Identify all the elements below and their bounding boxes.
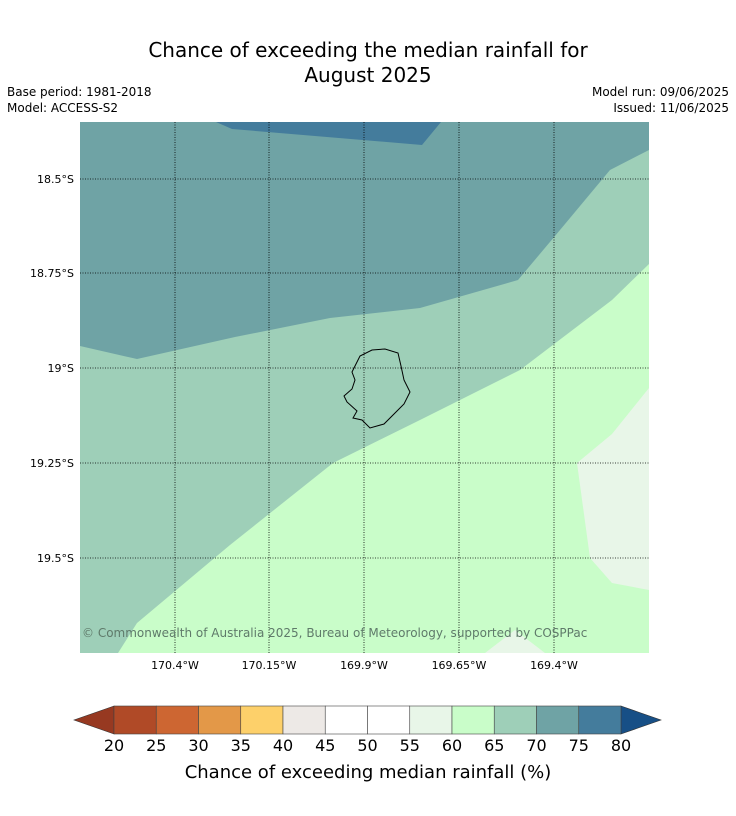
lat-label: 19.25°S xyxy=(30,457,74,470)
copyright-notice: © Commonwealth of Australia 2025, Bureau… xyxy=(82,626,587,640)
colorbar-segment xyxy=(240,705,284,735)
contour-55-60-east xyxy=(577,388,649,590)
colorbar-segment xyxy=(367,705,411,735)
colorbar-label: Chance of exceeding median rainfall (%) xyxy=(185,762,552,783)
colorbar-segment xyxy=(113,705,157,735)
lon-label: 170.4°W xyxy=(151,659,199,672)
colorbar-segment xyxy=(451,705,495,735)
colorbar-tick-label: 65 xyxy=(484,736,504,755)
island-outline xyxy=(343,348,411,429)
model-run: Model run: 09/06/2025 xyxy=(591,85,729,99)
title-line-1: Chance of exceeding the median rainfall … xyxy=(148,38,588,62)
rainfall-contours xyxy=(80,122,649,653)
title-line-2: August 2025 xyxy=(304,63,432,87)
lon-label: 169.65°W xyxy=(432,659,487,672)
colorbar-tick-label: 70 xyxy=(526,736,546,755)
colorbar-segment xyxy=(324,705,368,735)
colorbar: 20 25 30 35 40 45 50 55 60 65 70 75 80 Chance of exc… xyxy=(73,705,662,783)
colorbar-segment xyxy=(282,705,326,735)
meta-left: Base period: 1981-2018 Model: ACCESS-S2 xyxy=(7,84,152,116)
colorbar-under-arrow xyxy=(73,705,115,735)
model-name: Model: ACCESS-S2 xyxy=(7,101,119,115)
colorbar-tick-label: 35 xyxy=(231,736,251,755)
colorbar-tick-label: 30 xyxy=(188,736,208,755)
colorbar-tick-label: 40 xyxy=(273,736,293,755)
colorbar-segment xyxy=(578,705,622,735)
lat-label: 19°S xyxy=(48,362,74,375)
gridlines xyxy=(80,122,649,653)
colorbar-tick-label: 80 xyxy=(611,736,631,755)
colorbar-segment xyxy=(155,705,199,735)
longitude-labels: 170.4°W 170.15°W 169.9°W 169.65°W 169.4°… xyxy=(151,659,578,672)
lat-label: 18.75°S xyxy=(30,267,74,280)
lon-label: 170.15°W xyxy=(242,659,297,672)
lon-label: 169.9°W xyxy=(340,659,388,672)
lat-label: 19.5°S xyxy=(37,552,74,565)
colorbar-tick-label: 55 xyxy=(400,736,420,755)
contour-70-75 xyxy=(80,122,649,359)
contour-55-60-south xyxy=(485,630,545,653)
colorbar-tick-label: 20 xyxy=(104,736,124,755)
contour-60-65 xyxy=(118,264,649,653)
base-period: Base period: 1981-2018 xyxy=(7,85,152,99)
colorbar-tick-label: 25 xyxy=(146,736,166,755)
lat-label: 18.5°S xyxy=(37,173,74,186)
colorbar-segment xyxy=(536,705,580,735)
colorbar-segment xyxy=(198,705,242,735)
lon-label: 169.4°W xyxy=(530,659,578,672)
colorbar-segment xyxy=(493,705,537,735)
colorbar-tick-label: 75 xyxy=(569,736,589,755)
colorbar-tick-label: 60 xyxy=(442,736,462,755)
issued-date: Issued: 11/06/2025 xyxy=(613,101,729,115)
latitude-labels: 18.5°S 18.75°S 19°S 19.25°S 19.5°S xyxy=(30,173,74,565)
colorbar-tick-label: 45 xyxy=(315,736,335,755)
contour-75-80 xyxy=(216,122,441,145)
colorbar-tick-label: 50 xyxy=(357,736,377,755)
map-title: Chance of exceeding the median rainfall … xyxy=(0,38,736,88)
colorbar-over-arrow xyxy=(620,705,662,735)
colorbar-segment xyxy=(409,705,453,735)
meta-right: Model run: 09/06/2025 Issued: 11/06/2025 xyxy=(592,84,729,116)
